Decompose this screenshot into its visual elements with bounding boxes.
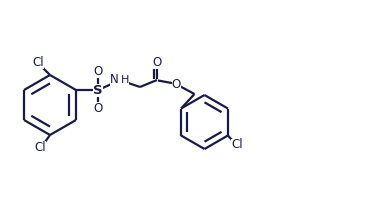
Text: Cl: Cl xyxy=(32,56,44,69)
Text: N: N xyxy=(110,73,118,86)
Text: O: O xyxy=(93,65,103,78)
Text: O: O xyxy=(93,102,103,115)
Text: Cl: Cl xyxy=(231,138,243,151)
Text: O: O xyxy=(172,77,181,90)
Text: Cl: Cl xyxy=(34,141,46,154)
Text: S: S xyxy=(93,84,103,96)
Text: H: H xyxy=(121,74,129,85)
Text: O: O xyxy=(152,55,162,69)
